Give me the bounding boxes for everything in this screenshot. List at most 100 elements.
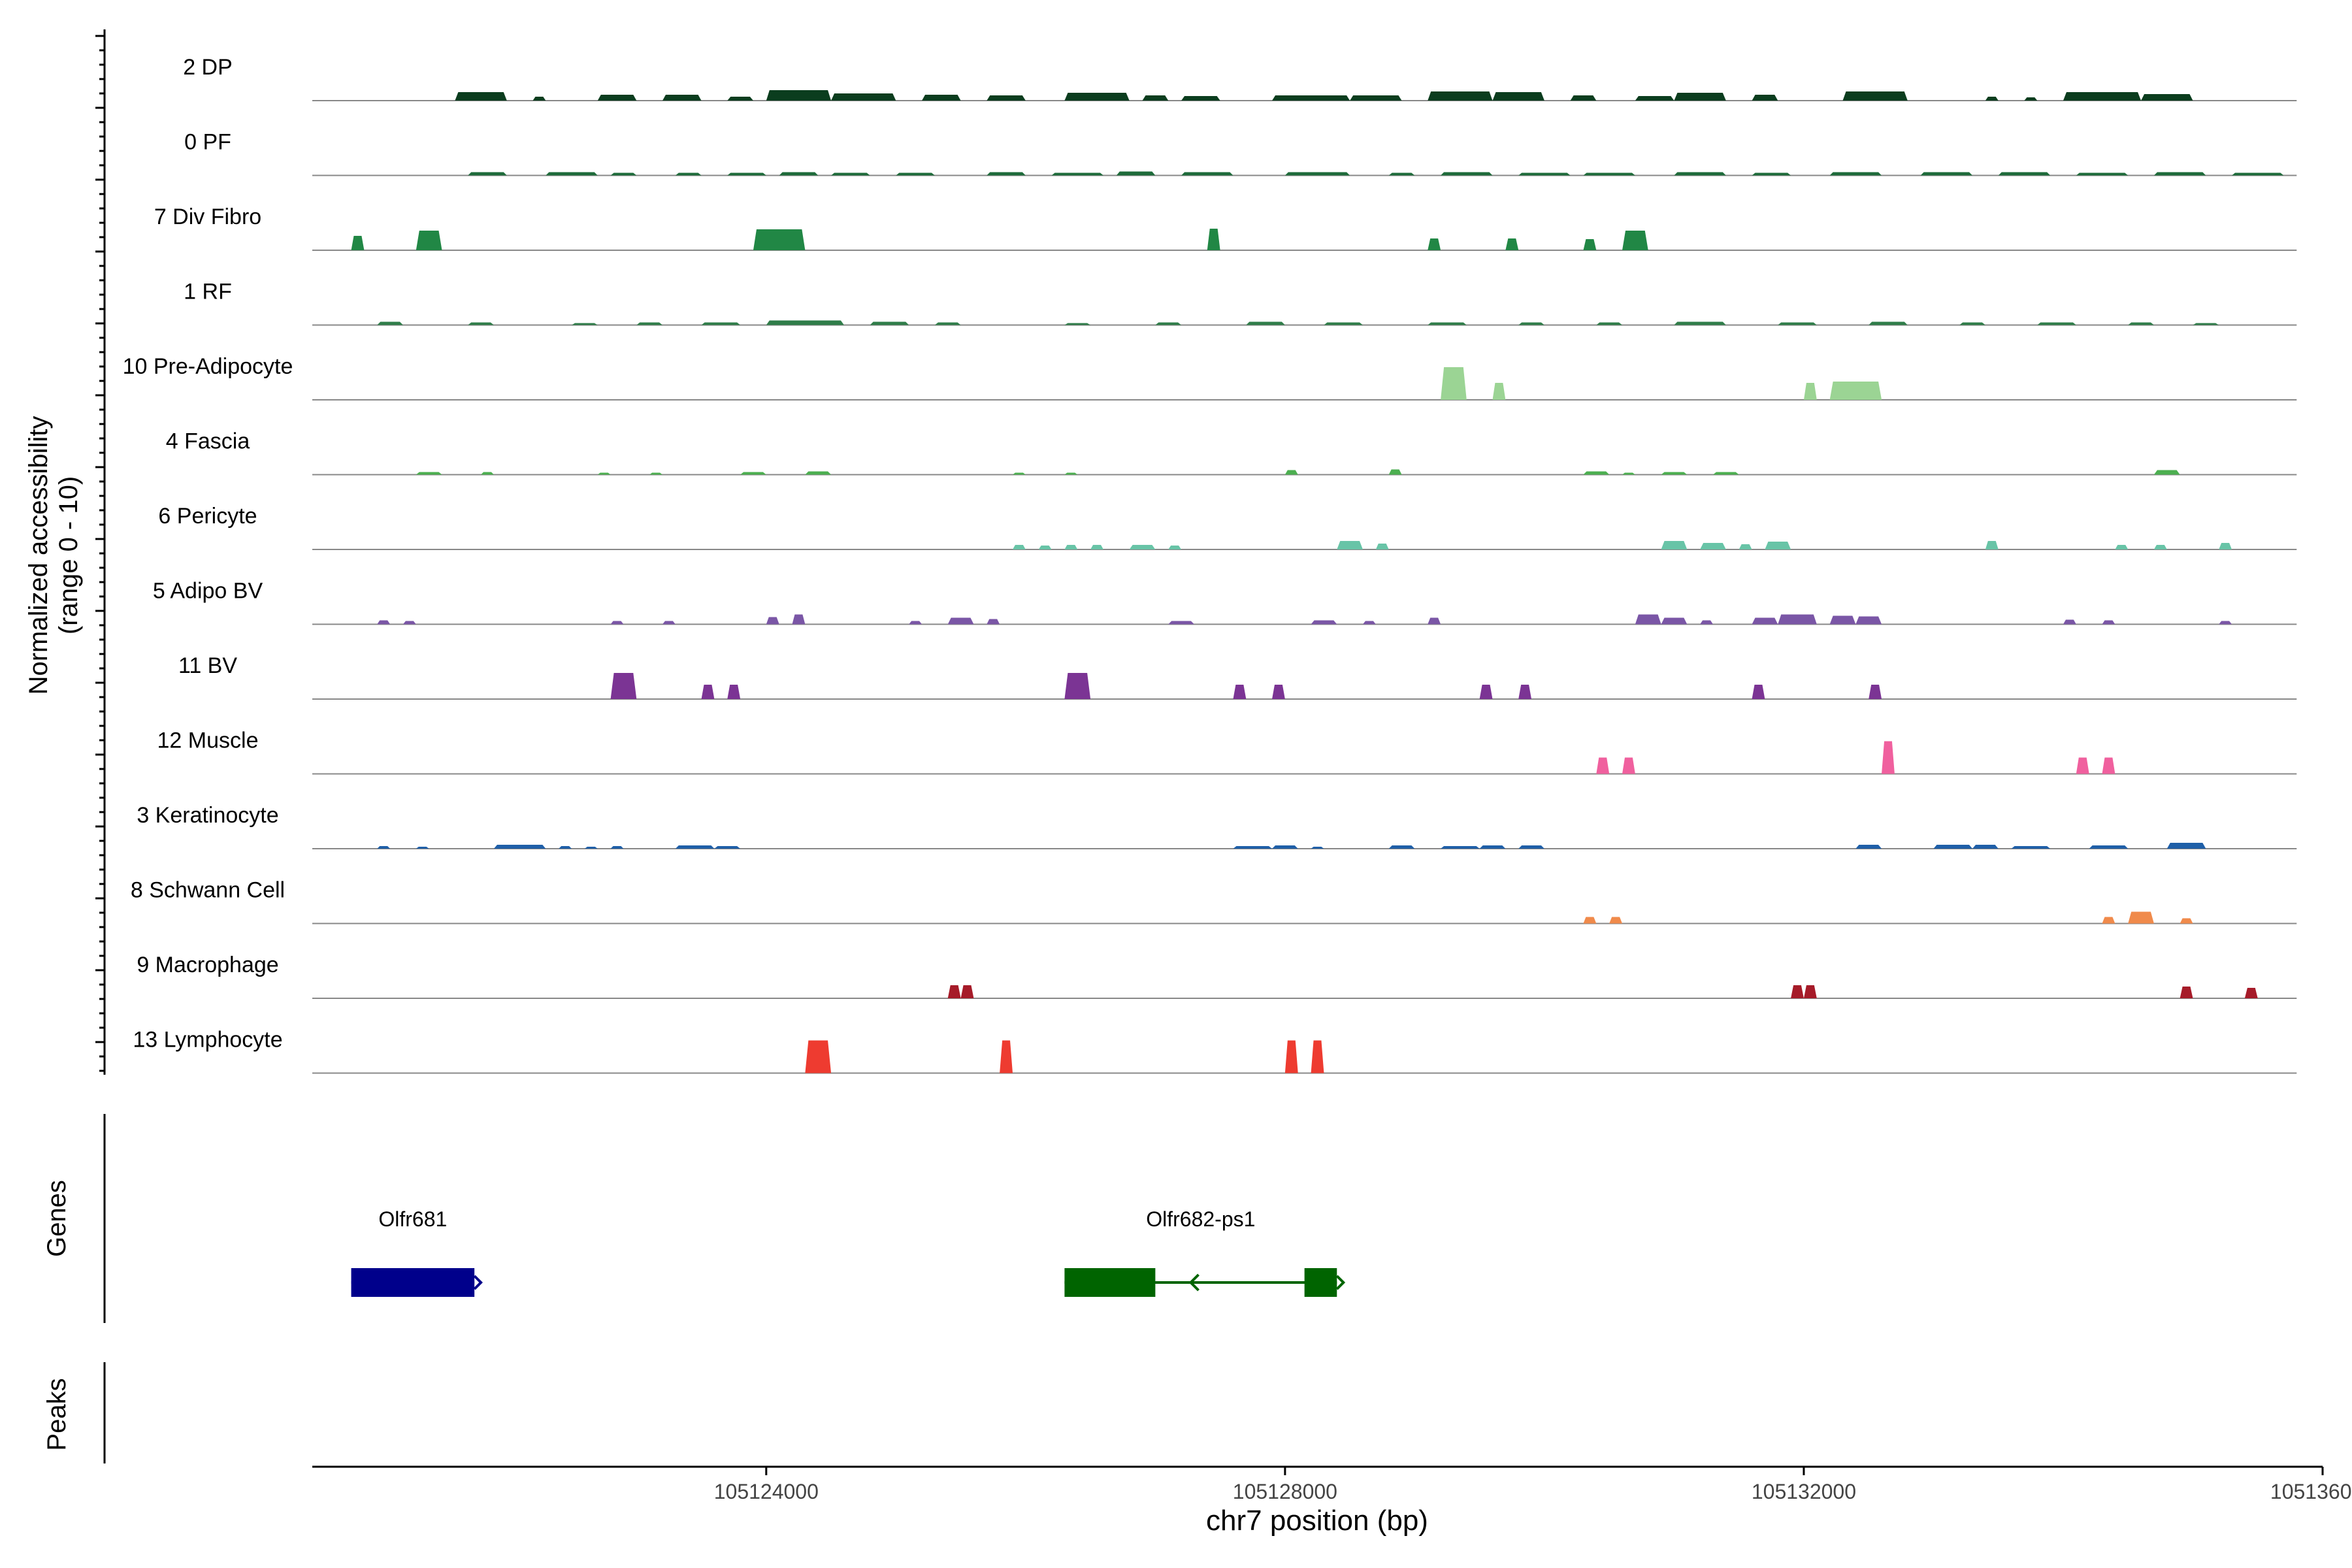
accessibility-peak (1596, 757, 1610, 774)
accessibility-peak (1765, 542, 1791, 549)
accessibility-peak (2128, 322, 2154, 325)
x-axis: 105124000 105128000 105132000 105136000 chr… (312, 1465, 2352, 1537)
accessibility-peak (1882, 741, 1895, 774)
x-axis-tick-label: 105132000 (1752, 1480, 1856, 1503)
accessibility-peak (1181, 172, 1233, 176)
track-10: 12 Muscle (157, 728, 2297, 775)
track-label: 1 RF (184, 280, 232, 304)
accessibility-peak (1635, 96, 1674, 101)
accessibility-peak (753, 229, 806, 250)
accessibility-peak (1570, 95, 1597, 101)
accessibility-peak (1479, 845, 1506, 849)
accessibility-peak (546, 172, 598, 176)
accessibility-peak (2024, 97, 2038, 101)
accessibility-peak (1441, 172, 1493, 176)
accessibility-peak (1428, 91, 1493, 101)
accessibility-peak (610, 846, 624, 849)
accessibility-peak (714, 846, 741, 849)
accessibility-peak (1441, 846, 1480, 849)
accessibility-peak (1375, 544, 1389, 549)
accessibility-peak (1038, 546, 1052, 549)
track-label: 7 Div Fibro (154, 204, 261, 229)
accessibility-peak (1518, 322, 1544, 325)
accessibility-peak (1337, 541, 1363, 549)
accessibility-peak (1985, 541, 1999, 549)
accessibility-peak (1012, 545, 1026, 549)
track-label: 2 DP (183, 55, 233, 80)
accessibility-peak (947, 617, 974, 625)
accessibility-peak (1064, 545, 1078, 549)
accessibility-peak (572, 323, 598, 325)
accessibility-peak (1246, 321, 1285, 325)
accessibility-peak (2180, 918, 2193, 924)
accessibility-peak (947, 985, 961, 998)
accessibility-peak (1661, 472, 1688, 475)
accessibility-peak (2219, 621, 2232, 625)
peaks-panel-label: Peaks (42, 1378, 71, 1450)
accessibility-peak (727, 685, 741, 699)
accessibility-peak (377, 321, 403, 325)
accessibility-peak (662, 621, 676, 625)
y-axis-title: Normalized accessibility (range 0 - 10) (24, 416, 83, 695)
track-13: 9 Macrophage (137, 953, 2297, 999)
accessibility-peak (1492, 92, 1544, 101)
accessibility-peak (727, 97, 753, 101)
accessibility-peak (1492, 383, 1506, 400)
accessibility-peak (2180, 987, 2193, 998)
track-label: 6 Pericyte (158, 504, 257, 529)
accessibility-peak (1752, 685, 1765, 699)
accessibility-peak (1829, 172, 1882, 176)
accessibility-peak (1583, 239, 1597, 250)
coverage-y-ticks (95, 35, 105, 1072)
accessibility-peak (831, 93, 896, 101)
gene-exon (1064, 1268, 1156, 1297)
accessibility-peak (922, 95, 961, 101)
accessibility-peak (468, 172, 507, 176)
accessibility-peak (1181, 96, 1220, 101)
accessibility-peak (1428, 322, 1467, 325)
genes-panel-label: Genes (42, 1180, 71, 1257)
accessibility-peak (2102, 620, 2115, 625)
accessibility-peak (2193, 323, 2219, 325)
track-label: 8 Schwann Cell (131, 878, 285, 903)
accessibility-peak (1791, 985, 1804, 998)
accessibility-peak (1622, 472, 1635, 475)
x-axis-ticks: 105124000 105128000 105132000 105136000 (714, 1467, 2352, 1503)
accessibility-peak (1985, 97, 1999, 101)
accessibility-peak (1778, 614, 1817, 625)
accessibility-peak (1272, 845, 1298, 849)
coverage-tracks: 2 DP 0 PF 7 Div Fibro 1 RF 10 Pre-Adipocyte 4… (123, 55, 2297, 1074)
accessibility-peak (351, 236, 365, 250)
accessibility-peak (1324, 322, 1363, 325)
accessibility-peak (2076, 757, 2089, 774)
track-label: 12 Muscle (157, 728, 259, 753)
accessibility-peak (896, 172, 935, 176)
accessibility-peak (559, 846, 572, 849)
track-label: 9 Macrophage (137, 953, 278, 977)
accessibility-peak (1829, 382, 1882, 400)
accessibility-peak (2063, 619, 2076, 625)
accessibility-peak (2141, 94, 2193, 101)
accessibility-peak (1233, 685, 1247, 699)
accessibility-peak (779, 172, 819, 176)
accessibility-peak (377, 620, 391, 625)
accessibility-peak (1778, 322, 1817, 325)
accessibility-peak (1012, 472, 1026, 475)
x-axis-tick-label: 105136000 (2270, 1480, 2352, 1503)
accessibility-peak (610, 621, 624, 625)
accessibility-peak (1284, 1040, 1298, 1073)
accessibility-peak (805, 471, 832, 475)
accessibility-peak (934, 322, 961, 325)
track-5: 10 Pre-Adipocyte (123, 354, 2297, 400)
accessibility-peak (597, 472, 611, 475)
accessibility-peak (1842, 91, 1908, 101)
track-6: 4 Fascia (166, 429, 2297, 476)
accessibility-peak (1064, 323, 1091, 325)
track-9: 11 BV (178, 653, 2297, 700)
accessibility-peak (1116, 171, 1156, 176)
track-label: 13 Lymphocyte (133, 1028, 282, 1053)
accessibility-peak (1869, 685, 1882, 699)
track-7: 6 Pericyte (158, 504, 2297, 550)
accessibility-peak (701, 322, 741, 325)
